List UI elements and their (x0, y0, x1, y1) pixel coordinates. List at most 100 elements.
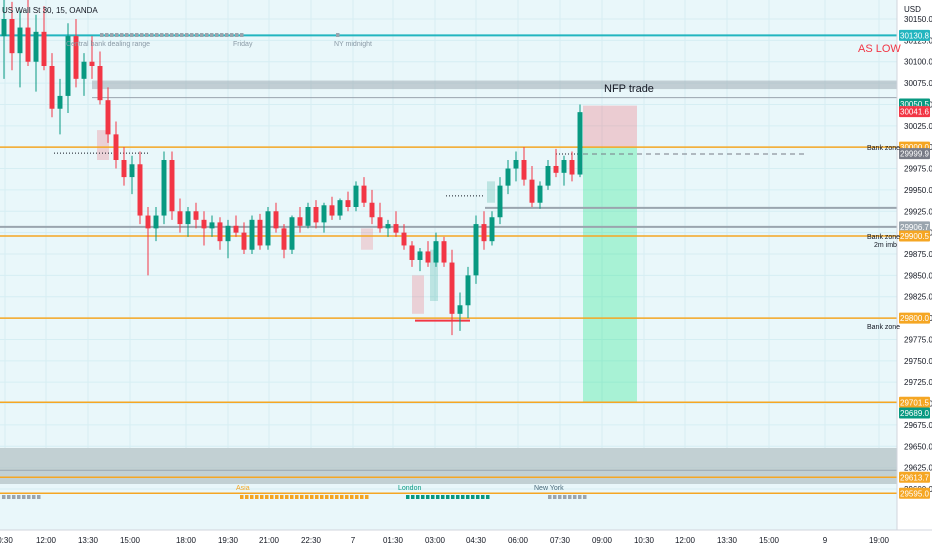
session-band (0, 448, 897, 484)
x-tick-label: 03:00 (425, 536, 446, 545)
ny-session-marker (548, 495, 552, 499)
y-ticks: 30150.030125.030100.030075.030050.030025… (904, 15, 932, 494)
dealing-range-marker (155, 33, 159, 37)
candle-body (17, 27, 23, 54)
london-session-marker (461, 495, 465, 499)
dealing-range-marker (130, 33, 134, 37)
london-session-marker (421, 495, 425, 499)
candle-body (161, 160, 167, 216)
ny-session-marker (553, 495, 557, 499)
asia-session-marker (315, 495, 319, 499)
candle-body (249, 219, 255, 250)
dealing-range-marker (110, 33, 114, 37)
ny-session-marker (573, 495, 577, 499)
candle-body (105, 100, 111, 135)
ny-session-marker (578, 495, 582, 499)
dealing-range-marker (190, 33, 194, 37)
candle-body (81, 61, 87, 79)
dealing-range-marker (215, 33, 219, 37)
time-axis[interactable] (0, 530, 932, 550)
demand-box (487, 181, 495, 203)
candle-body (73, 36, 79, 79)
candle-body (33, 31, 39, 62)
dealing-range-marker (225, 33, 229, 37)
asia-session-marker (280, 495, 284, 499)
london-session-marker (446, 495, 450, 499)
dealing-range-marker (170, 33, 174, 37)
candle-body (393, 224, 399, 233)
x-tick-label: 13:30 (717, 536, 738, 545)
price-badge-label: 30000.0 (900, 143, 929, 152)
session-marker (17, 495, 21, 499)
candles (1, 0, 583, 336)
x-tick-label: 09:00 (592, 536, 613, 545)
asia-session-marker (345, 495, 349, 499)
asia-session-marker (250, 495, 254, 499)
x-tick-label: 15:00 (120, 536, 141, 545)
dealing-range-marker (200, 33, 204, 37)
dealing-range-marker (115, 33, 119, 37)
price-badge-b11 (899, 471, 930, 483)
dealing-range-marker (220, 33, 224, 37)
asia-session-marker (365, 495, 369, 499)
dealing-range-marker (100, 33, 104, 37)
london-session-marker (436, 495, 440, 499)
x-tick-label: 0:30 (0, 536, 13, 545)
price-axis[interactable] (897, 0, 932, 530)
x-tick-label: 18:00 (176, 536, 197, 545)
x-tick-label: 9 (823, 536, 828, 545)
session-marker (37, 495, 41, 499)
asia-session-marker (335, 495, 339, 499)
y-tick-label: 30150.0 (904, 15, 932, 24)
candle-body (89, 61, 95, 66)
candle-body (425, 251, 431, 263)
asia-session-marker (295, 495, 299, 499)
session-marker (2, 495, 6, 499)
y-tick-label: 29925.0 (904, 207, 932, 216)
price-badge-label: 29999.9 (900, 150, 929, 159)
candle-body (505, 168, 511, 186)
y-tick-label: 29625.0 (904, 464, 932, 473)
price-badge-b3 (899, 106, 930, 118)
stop-zone (583, 105, 637, 148)
candle-body (353, 185, 359, 207)
asia-session-marker (240, 495, 244, 499)
y-tick-label: 29725.0 (904, 378, 932, 387)
as-low-label: AS LOW (858, 43, 901, 55)
asia-session-marker (270, 495, 274, 499)
london-session-marker (451, 495, 455, 499)
price-badge-label: 29900.5 (900, 232, 929, 241)
candle-body (169, 160, 175, 212)
currency-label: USD (904, 5, 921, 14)
ny-session-marker (583, 495, 587, 499)
dealing-range-marker (145, 33, 149, 37)
candle-body (441, 241, 447, 263)
ny-midnight-marker (336, 33, 340, 37)
candle-body (537, 185, 543, 203)
asia-session-marker (360, 495, 364, 499)
asia-session-marker (260, 495, 264, 499)
demand-box (430, 249, 438, 301)
candle-body (153, 215, 159, 229)
y-tick-label: 30025.0 (904, 122, 932, 131)
candle-body (49, 66, 55, 109)
friday-label: Friday (233, 41, 253, 48)
candle-body (129, 164, 135, 178)
candle-body (177, 211, 183, 225)
bank-zone-label-3: Bank zone (867, 324, 900, 331)
price-badge-label: 29595.0 (900, 489, 929, 498)
dealing-range-marker (185, 33, 189, 37)
session-marker (27, 495, 31, 499)
y-tick-label: 29950.0 (904, 186, 932, 195)
asia-session-marker (330, 495, 334, 499)
dealing-range-marker (120, 33, 124, 37)
candle-body (25, 27, 31, 62)
asia-session-marker (285, 495, 289, 499)
y-tick-label: 29975.0 (904, 165, 932, 174)
london-session-marker (431, 495, 435, 499)
x-tick-label: 22:30 (301, 536, 322, 545)
candle-body (553, 165, 559, 173)
dealing-range-marker (150, 33, 154, 37)
price-badge-b10 (899, 407, 930, 419)
